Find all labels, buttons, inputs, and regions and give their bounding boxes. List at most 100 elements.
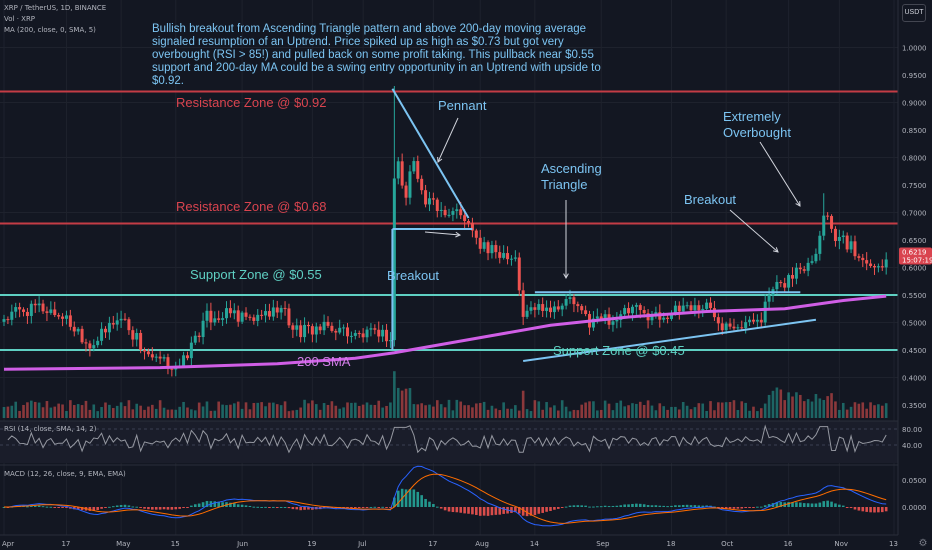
candle-body [486, 242, 490, 254]
volume-bar [190, 409, 193, 418]
volume-bar [783, 400, 787, 418]
candle-body [767, 295, 771, 302]
gear-icon[interactable]: ⚙ [918, 538, 928, 549]
macd-histogram-bar [841, 505, 845, 507]
time-tick-label: 17 [428, 540, 437, 548]
candle-body [182, 355, 186, 366]
candle-body [416, 161, 420, 179]
candle-body [470, 222, 474, 231]
currency-button[interactable]: USDT [902, 4, 926, 22]
volume-bar [802, 401, 806, 418]
candle-body [228, 308, 232, 314]
volume-bar [389, 402, 392, 418]
candle-body [525, 310, 529, 317]
macd-histogram-bar [646, 505, 650, 507]
volume-bar [545, 402, 548, 418]
macd-histogram-bar [143, 507, 146, 509]
macd-histogram-bar [834, 503, 837, 507]
time-tick-label: 19 [307, 540, 316, 548]
bar-countdown: 15:07:19 [902, 256, 932, 264]
candle-body [88, 343, 92, 349]
volume-bar [166, 409, 170, 418]
volume-bar [291, 410, 295, 418]
price-tick-label: 0.8500 [902, 127, 927, 135]
candle-body [865, 260, 869, 264]
candle-body [139, 332, 143, 350]
macd-histogram-bar [365, 507, 369, 508]
macd-histogram-bar [299, 507, 302, 511]
candle-body [482, 242, 486, 249]
macd-histogram-bar [486, 507, 490, 516]
macd-histogram-bar [736, 507, 740, 509]
volume-bar [205, 401, 209, 418]
candle-body [299, 325, 303, 338]
sma-200-line [3, 294, 887, 371]
macd-histogram-bar [283, 506, 287, 508]
macd-histogram-bar [151, 507, 154, 510]
candle-body [474, 230, 478, 238]
candle-body [349, 335, 353, 337]
volume-bar [451, 410, 455, 418]
candle-body [170, 368, 174, 370]
volume-bar [654, 410, 658, 418]
macd-histogram-bar [385, 507, 388, 508]
volume-bar [478, 403, 482, 418]
volume-bar [178, 406, 181, 418]
macd-histogram-bar [845, 507, 849, 508]
candle-body [638, 305, 642, 311]
candle-body [53, 309, 57, 316]
candle-body [716, 317, 720, 324]
volume-bar [10, 405, 14, 418]
volume-bar [822, 399, 826, 418]
rsi-legend: RSI (14, close, SMA, 14, 2) [4, 425, 97, 433]
macd-histogram-bar [556, 507, 560, 509]
macd-histogram-bar [638, 503, 642, 507]
macd-histogram-bar [135, 506, 139, 508]
macd-histogram-bar [826, 500, 829, 507]
macd-histogram-bar [303, 507, 306, 510]
volume-bar [334, 405, 338, 418]
candle-body [2, 319, 6, 322]
candle-body [872, 266, 876, 268]
time-tick-label: May [116, 540, 130, 548]
candle-body [22, 309, 26, 312]
time-tick-label: Jul [357, 540, 367, 548]
macd-histogram-bar [564, 506, 568, 508]
macd-histogram-bar [256, 506, 260, 508]
trendline-drawings[interactable] [391, 88, 817, 362]
candle-body [568, 297, 572, 300]
candle-body [424, 190, 428, 205]
macd-histogram-bar [494, 507, 498, 515]
candle-body [880, 266, 884, 268]
volume-bar [123, 406, 127, 418]
volume-bar [615, 402, 619, 418]
volume-bar [779, 389, 783, 418]
candle-body [677, 305, 681, 312]
volume-bar [877, 404, 880, 418]
rsi-background [0, 421, 898, 463]
candle-body [748, 319, 752, 323]
price-tick-label: 0.3500 [902, 402, 927, 410]
candle-body [509, 258, 513, 260]
macd-histogram-bar [229, 502, 232, 507]
macd-histogram-bar [603, 505, 607, 507]
volume-bar [233, 403, 236, 418]
volume-bar [599, 409, 603, 418]
volume-bar [568, 411, 572, 418]
candle-body [506, 253, 510, 260]
macd-histogram-bar [147, 507, 150, 510]
macd-histogram-bar [705, 505, 708, 507]
macd-histogram-bar [498, 507, 502, 515]
volume-bar [884, 403, 888, 418]
macd-histogram-bar [471, 507, 474, 515]
candle-body [388, 340, 392, 342]
macd-histogram-bar [865, 507, 868, 512]
volume-bar [771, 390, 775, 418]
macd-histogram-bar [233, 503, 236, 507]
price-tick-label: 0.7000 [902, 210, 927, 218]
ma-legend: MA (200, close, 0, SMA, 5) [4, 26, 96, 34]
macd-histogram-bar [701, 505, 705, 507]
candle-body [837, 236, 841, 241]
candle-body [338, 327, 342, 333]
